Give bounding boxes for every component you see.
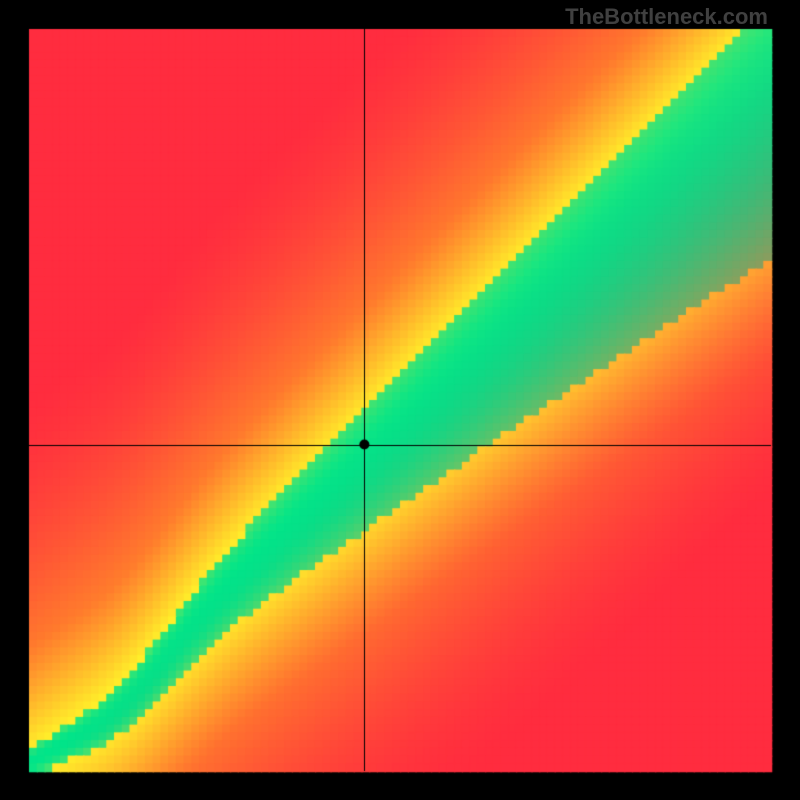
watermark-text: TheBottleneck.com [565,4,768,30]
chart-container: TheBottleneck.com [0,0,800,800]
heatmap-canvas [0,0,800,800]
